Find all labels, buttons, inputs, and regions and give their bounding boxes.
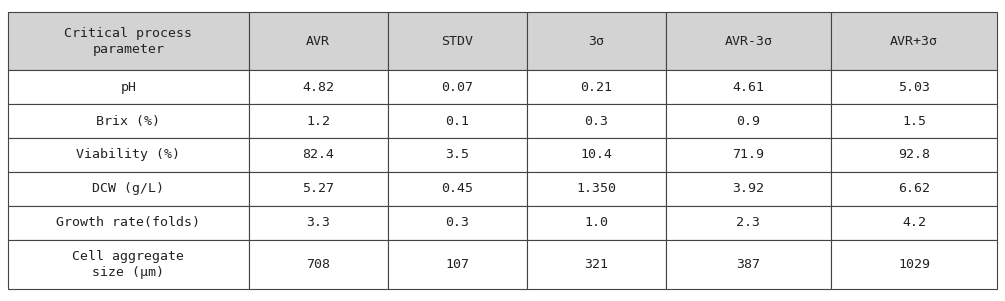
Bar (388, 172, 527, 206)
Text: AVR+3σ: AVR+3σ (890, 35, 938, 48)
Text: 82.4: 82.4 (303, 148, 334, 162)
Bar (527, 70, 665, 104)
Bar (831, 206, 997, 240)
Text: 0.3: 0.3 (445, 216, 469, 229)
Bar (831, 138, 997, 172)
Text: Growth rate(folds): Growth rate(folds) (56, 216, 200, 229)
Bar (831, 240, 997, 289)
Text: 0.07: 0.07 (441, 81, 473, 94)
Text: 5.03: 5.03 (898, 81, 930, 94)
Text: 708: 708 (307, 258, 330, 271)
Text: 321: 321 (584, 258, 608, 271)
Text: DCW (g/L): DCW (g/L) (92, 182, 164, 195)
Text: 3σ: 3σ (588, 35, 604, 48)
Text: 2.3: 2.3 (737, 216, 761, 229)
Text: 1.350: 1.350 (576, 182, 616, 195)
Text: 3.3: 3.3 (307, 216, 330, 229)
Bar (665, 240, 831, 289)
Text: AVR: AVR (307, 35, 330, 48)
Text: 1029: 1029 (898, 258, 930, 271)
Bar (527, 240, 665, 289)
Text: AVR-3σ: AVR-3σ (725, 35, 773, 48)
Text: 107: 107 (445, 258, 469, 271)
Text: 1.5: 1.5 (902, 115, 926, 128)
Text: 6.62: 6.62 (898, 182, 930, 195)
Text: Critical process
parameter: Critical process parameter (64, 27, 192, 56)
Bar (831, 172, 997, 206)
Bar (8, 12, 248, 70)
Text: 4.61: 4.61 (733, 81, 765, 94)
Bar (8, 240, 248, 289)
Text: STDV: STDV (441, 35, 473, 48)
Bar (665, 104, 831, 138)
Text: 0.1: 0.1 (445, 115, 469, 128)
Text: 4.2: 4.2 (902, 216, 926, 229)
Text: 3.5: 3.5 (445, 148, 469, 162)
Text: 3.92: 3.92 (733, 182, 765, 195)
Bar (388, 206, 527, 240)
Bar (248, 206, 388, 240)
Text: Cell aggregate
size (μm): Cell aggregate size (μm) (72, 250, 184, 279)
Bar (527, 138, 665, 172)
Bar (8, 70, 248, 104)
Bar (527, 104, 665, 138)
Text: 5.27: 5.27 (303, 182, 334, 195)
Bar (388, 104, 527, 138)
Text: 387: 387 (737, 258, 761, 271)
Text: 92.8: 92.8 (898, 148, 930, 162)
Bar (665, 172, 831, 206)
Bar (8, 138, 248, 172)
Text: 4.82: 4.82 (303, 81, 334, 94)
Bar (388, 12, 527, 70)
Text: Viability (%): Viability (%) (76, 148, 180, 162)
Bar (527, 172, 665, 206)
Text: 0.21: 0.21 (580, 81, 612, 94)
Bar (248, 70, 388, 104)
Bar (831, 12, 997, 70)
Bar (665, 12, 831, 70)
Text: 1.2: 1.2 (307, 115, 330, 128)
Bar (248, 138, 388, 172)
Bar (248, 240, 388, 289)
Bar (388, 70, 527, 104)
Text: Brix (%): Brix (%) (96, 115, 161, 128)
Bar (831, 104, 997, 138)
Bar (527, 12, 665, 70)
Bar (248, 172, 388, 206)
Bar (8, 172, 248, 206)
Bar (665, 206, 831, 240)
Bar (831, 70, 997, 104)
Bar (248, 12, 388, 70)
Bar (388, 240, 527, 289)
Text: pH: pH (121, 81, 137, 94)
Text: 0.45: 0.45 (441, 182, 473, 195)
Text: 71.9: 71.9 (733, 148, 765, 162)
Text: 0.9: 0.9 (737, 115, 761, 128)
Bar (248, 104, 388, 138)
Bar (8, 206, 248, 240)
Bar (8, 104, 248, 138)
Text: 0.3: 0.3 (584, 115, 608, 128)
Bar (527, 206, 665, 240)
Text: 1.0: 1.0 (584, 216, 608, 229)
Text: 10.4: 10.4 (580, 148, 612, 162)
Bar (665, 138, 831, 172)
Bar (388, 138, 527, 172)
Bar (665, 70, 831, 104)
